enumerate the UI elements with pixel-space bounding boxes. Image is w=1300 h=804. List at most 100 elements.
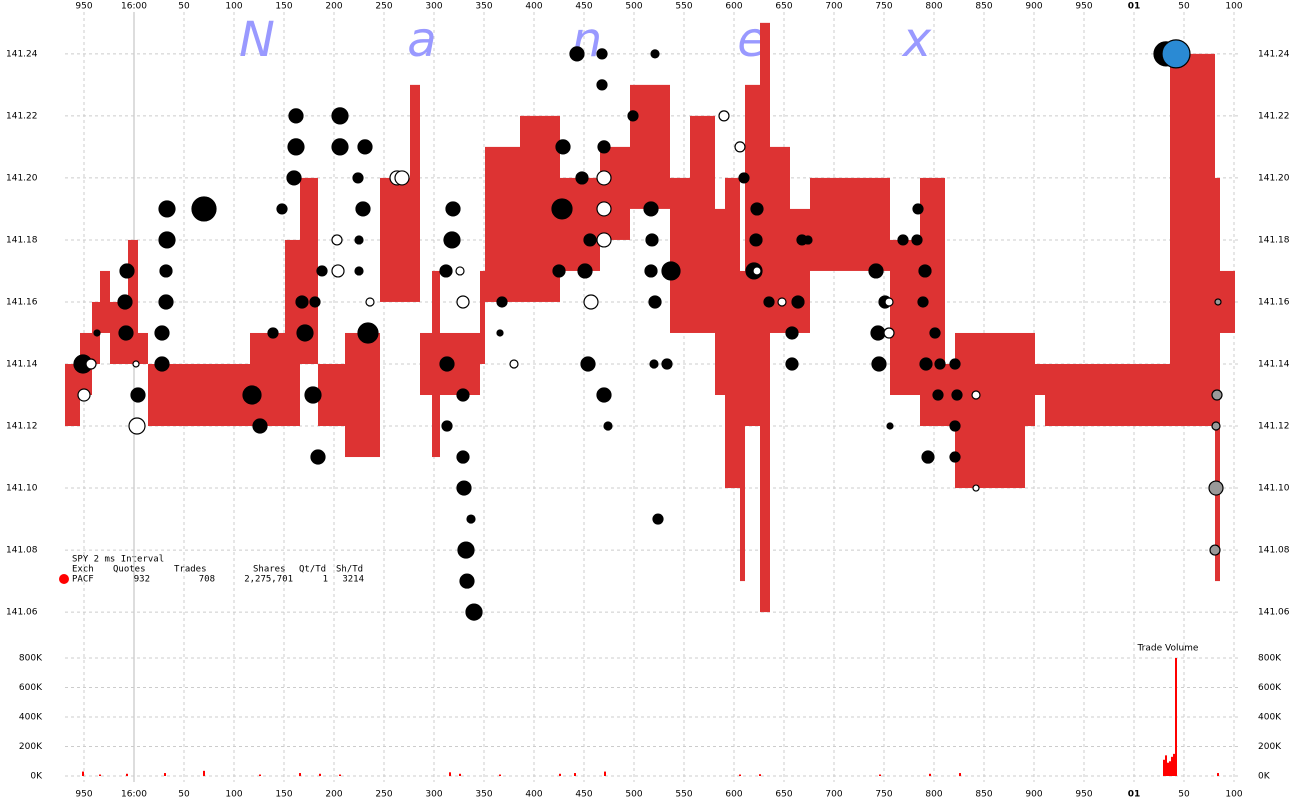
trade-dot [158,231,176,249]
trade-dot [331,264,345,278]
trade-dot [917,296,929,308]
volume-bar [499,774,501,776]
trade-dot [1214,298,1222,306]
y-tick-label: 141.18 [1258,235,1290,245]
trade-dot [644,264,658,278]
x-tick-label: 350 [475,790,492,800]
y-tick-label: 141.08 [6,546,38,556]
trade-dot [596,79,608,91]
trade-dot [457,541,475,559]
trade-dot [791,295,805,309]
x-tick-label: 50 [1178,790,1190,800]
quote-spread [138,332,148,364]
volume-title: Trade Volume [1137,644,1199,654]
trade-dot [456,388,470,402]
x-tick-label: 50 [178,2,190,12]
x-tick-label: 700 [825,790,842,800]
trade-dot [734,141,746,153]
x-tick-label: 300 [425,2,442,12]
trade-dot [496,296,508,308]
volume-bar [739,774,741,776]
x-tick-label: 850 [975,790,992,800]
trade-dot [752,266,762,276]
quote-spread [420,332,432,396]
volume-bar [319,773,321,776]
y-tick-label: 141.06 [1258,608,1290,618]
quote-spread [630,84,670,209]
y-tick-label: 141.10 [6,484,38,494]
x-tick-label: 01 [1128,790,1141,800]
x-tick-label: 50 [178,790,190,800]
trade-dot [918,264,932,278]
trade-dot [252,418,268,434]
trade-dot [276,203,288,215]
quote-spread [322,363,345,427]
volume-bar [574,773,576,776]
legend-header: Quotes [113,565,146,575]
y2-tick-label: 800K [1258,654,1282,664]
trade-dot [456,480,472,496]
trade-dot [596,232,612,248]
trade-dot [949,451,961,463]
quote-spread [1220,270,1235,333]
quote-spread [745,84,760,427]
quote-spread [760,22,770,613]
volume-bar [604,771,606,776]
quote-spread [740,270,745,582]
y2-tick-label: 400K [19,713,43,723]
x-tick-label: 16:00 [121,790,147,800]
trade-dot [648,295,662,309]
trade-dot [154,356,170,372]
x-tick-label: 600 [725,790,742,800]
y-tick-label: 141.14 [6,359,38,369]
trade-dot [911,234,923,246]
x-tick-label: 950 [75,790,92,800]
quote-spread [1035,363,1045,396]
x-tick-label: 50 [1178,2,1190,12]
x-tick-label: 300 [425,790,442,800]
x-tick-label: 650 [775,790,792,800]
y2-tick-label: 600K [19,683,43,693]
quote-spread [1045,363,1170,427]
trade-dot [868,263,884,279]
trade-dot [296,324,314,342]
x-tick-label: 450 [575,790,592,800]
trade-dot [93,329,101,337]
trade-dot [803,235,813,245]
quote-spread [432,270,440,458]
trade-dot [310,449,326,465]
quote-spread [770,146,790,333]
trade-dot [949,420,961,432]
legend-title: SPY 2 ms Interval [72,555,164,565]
x-tick-label: 200 [325,790,342,800]
trade-dot [785,326,799,340]
y-tick-label: 141.24 [1258,49,1290,59]
y-tick-label: 141.24 [6,49,38,59]
trade-dot [287,138,305,156]
trade-dot [77,388,91,402]
quote-spread [715,208,725,396]
trade-dot [331,138,349,156]
volume-bar [82,771,84,776]
quote-spread [128,239,138,364]
trade-dot [650,49,660,59]
trade-dot [551,198,573,220]
x-tick-label: 850 [975,2,992,12]
trade-dot [627,110,639,122]
trade-dot [309,296,321,308]
trade-dot [883,327,895,339]
trade-dot [496,329,504,337]
trade-dot [132,360,140,368]
x-tick-label: 250 [375,2,392,12]
trade-dot [645,233,659,247]
trade-dot [158,200,176,218]
trade-dot [159,264,173,278]
trade-dot [191,196,217,222]
volume-bar [339,774,341,776]
volume-bar [203,770,205,776]
y-tick-label: 141.08 [1258,546,1290,556]
trade-dot [355,201,371,217]
y-tick-label: 141.20 [1258,173,1290,183]
quote-spread [65,363,80,427]
legend-cell: PACF [72,575,94,585]
